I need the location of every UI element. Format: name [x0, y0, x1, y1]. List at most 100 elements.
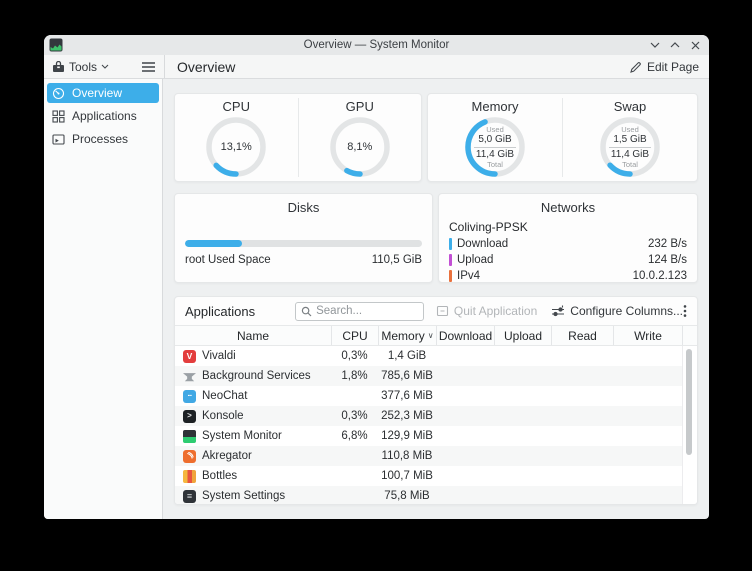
network-stat-label: Upload [457, 253, 494, 266]
column-header-upload[interactable]: Upload [494, 326, 551, 345]
table-row[interactable]: Background Services 1,8% 785,6 MiB [175, 366, 697, 386]
network-stat-label: Download [457, 237, 509, 250]
gauge-title: Memory [471, 99, 519, 114]
applications-title: Applications [185, 303, 256, 319]
column-header-memory[interactable]: Memory ∨ [378, 326, 436, 345]
cpu-gpu-card: CPU 13,1% GPU [174, 93, 422, 182]
network-ipv4-row: IPv4 10.0.2.123 [449, 269, 687, 282]
divider [297, 98, 299, 177]
read-cell [551, 366, 613, 386]
read-cell [551, 346, 613, 366]
hamburger-menu-icon[interactable] [142, 61, 155, 72]
total-value: 11,4 GiB [475, 148, 515, 160]
column-header-write[interactable]: Write [613, 326, 682, 345]
read-cell [551, 406, 613, 426]
configure-columns-icon [552, 305, 565, 317]
gauge-icon [52, 87, 65, 100]
upload-cell [494, 446, 551, 466]
used-label: Used [621, 124, 639, 134]
memory-gauge: Memory Used 5,0 GiB 11,4 GiB [428, 94, 562, 181]
write-cell [613, 346, 682, 366]
search-input[interactable] [316, 305, 418, 317]
network-interface-name: Coliving-PPSK [449, 220, 528, 234]
window-title: Overview — System Monitor [303, 39, 450, 51]
table-row[interactable]: Bottles 100,7 MiB [175, 466, 697, 486]
gauge-value: 13,1% [220, 141, 252, 153]
close-button[interactable] [689, 39, 701, 51]
table-row[interactable]: Vivaldi 0,3% 1,4 GiB [175, 346, 697, 366]
memory-cell: 75,8 MiB [384, 490, 430, 502]
read-cell [551, 386, 613, 406]
column-header-download[interactable]: Download [436, 326, 494, 345]
pencil-icon [630, 61, 641, 73]
column-header-cpu[interactable]: CPU [331, 326, 378, 345]
upload-cell [494, 346, 551, 366]
cpu-cell: 0,3% [341, 350, 368, 362]
scrollbar-track-cell [682, 466, 697, 486]
used-value: 1,5 GiB [613, 133, 647, 145]
tools-menu-button[interactable]: Tools [52, 60, 109, 74]
system-monitor-icon [183, 429, 196, 443]
write-cell [613, 426, 682, 446]
table-row[interactable]: System Settings 75,8 MiB [175, 486, 697, 504]
configure-columns-button[interactable]: Configure Columns... [551, 304, 683, 318]
sidebar-item-applications[interactable]: Applications [47, 106, 159, 126]
legend-bar [449, 253, 452, 266]
quit-application-button[interactable]: Quit Application [436, 304, 537, 318]
scrollbar-track-cell [682, 486, 697, 504]
download-cell [436, 486, 494, 504]
chevron-down-icon [101, 64, 109, 69]
upload-cell [494, 386, 551, 406]
write-cell [613, 366, 682, 386]
app-name: NeoChat [202, 390, 248, 402]
column-header-name[interactable]: Name [236, 328, 269, 343]
maximize-button[interactable] [669, 39, 681, 51]
background-services-icon [183, 373, 196, 382]
quit-application-label: Quit Application [453, 304, 538, 318]
memory-cell: 785,6 MiB [381, 370, 433, 382]
sidebar-item-processes[interactable]: Processes [47, 129, 159, 149]
app-name: Vivaldi [202, 350, 236, 362]
neochat-icon [183, 389, 196, 403]
table-row[interactable]: Konsole 0,3% 252,3 MiB [175, 406, 697, 426]
scrollbar-header-cell [682, 326, 697, 345]
search-field[interactable] [295, 301, 424, 321]
cpu-cell [331, 466, 378, 486]
overflow-menu-icon[interactable] [683, 304, 687, 318]
table-row[interactable]: NeoChat 377,6 MiB [175, 386, 697, 406]
network-stat-label: IPv4 [457, 269, 481, 282]
networks-card: Networks Coliving-PPSK Download 232 B/s … [438, 193, 698, 283]
table-row[interactable]: Akregator 110,8 MiB [175, 446, 697, 466]
bottles-icon [183, 469, 196, 483]
scrollbar-track-cell [682, 446, 697, 466]
titlebar: Overview — System Monitor [44, 35, 709, 55]
system-monitor-app-icon [49, 38, 63, 52]
memory-cell: 100,7 MiB [381, 470, 433, 482]
total-label: Total [487, 159, 503, 169]
swap-gauge: Swap Used 1,5 GiB 11,4 GiB [563, 94, 697, 181]
upload-cell [494, 466, 551, 486]
write-cell [613, 486, 682, 504]
app-name: Background Services [202, 370, 311, 382]
app-name: System Settings [202, 490, 286, 502]
gauge-title: CPU [222, 99, 250, 114]
total-label: Total [622, 159, 638, 169]
disk-usage-bar [185, 240, 422, 247]
cpu-cell [331, 446, 378, 466]
download-cell [436, 366, 494, 386]
network-download-row: Download 232 B/s [449, 237, 687, 250]
upload-cell [494, 486, 551, 504]
column-header-read[interactable]: Read [551, 326, 613, 345]
fraction-line [474, 146, 516, 148]
vertical-scrollbar[interactable] [686, 349, 692, 455]
minimize-button[interactable] [649, 39, 661, 51]
sidebar-item-overview[interactable]: Overview [47, 83, 159, 103]
upload-cell [494, 406, 551, 426]
edit-page-button[interactable]: Edit Page [630, 60, 699, 74]
memory-swap-card: Memory Used 5,0 GiB 11,4 GiB [427, 93, 698, 182]
search-icon [301, 306, 312, 316]
vivaldi-icon [183, 349, 196, 363]
table-row[interactable]: System Monitor 6,8% 129,9 MiB [175, 426, 697, 446]
download-cell [436, 406, 494, 426]
sidebar: Overview Applications Processes [44, 79, 163, 519]
